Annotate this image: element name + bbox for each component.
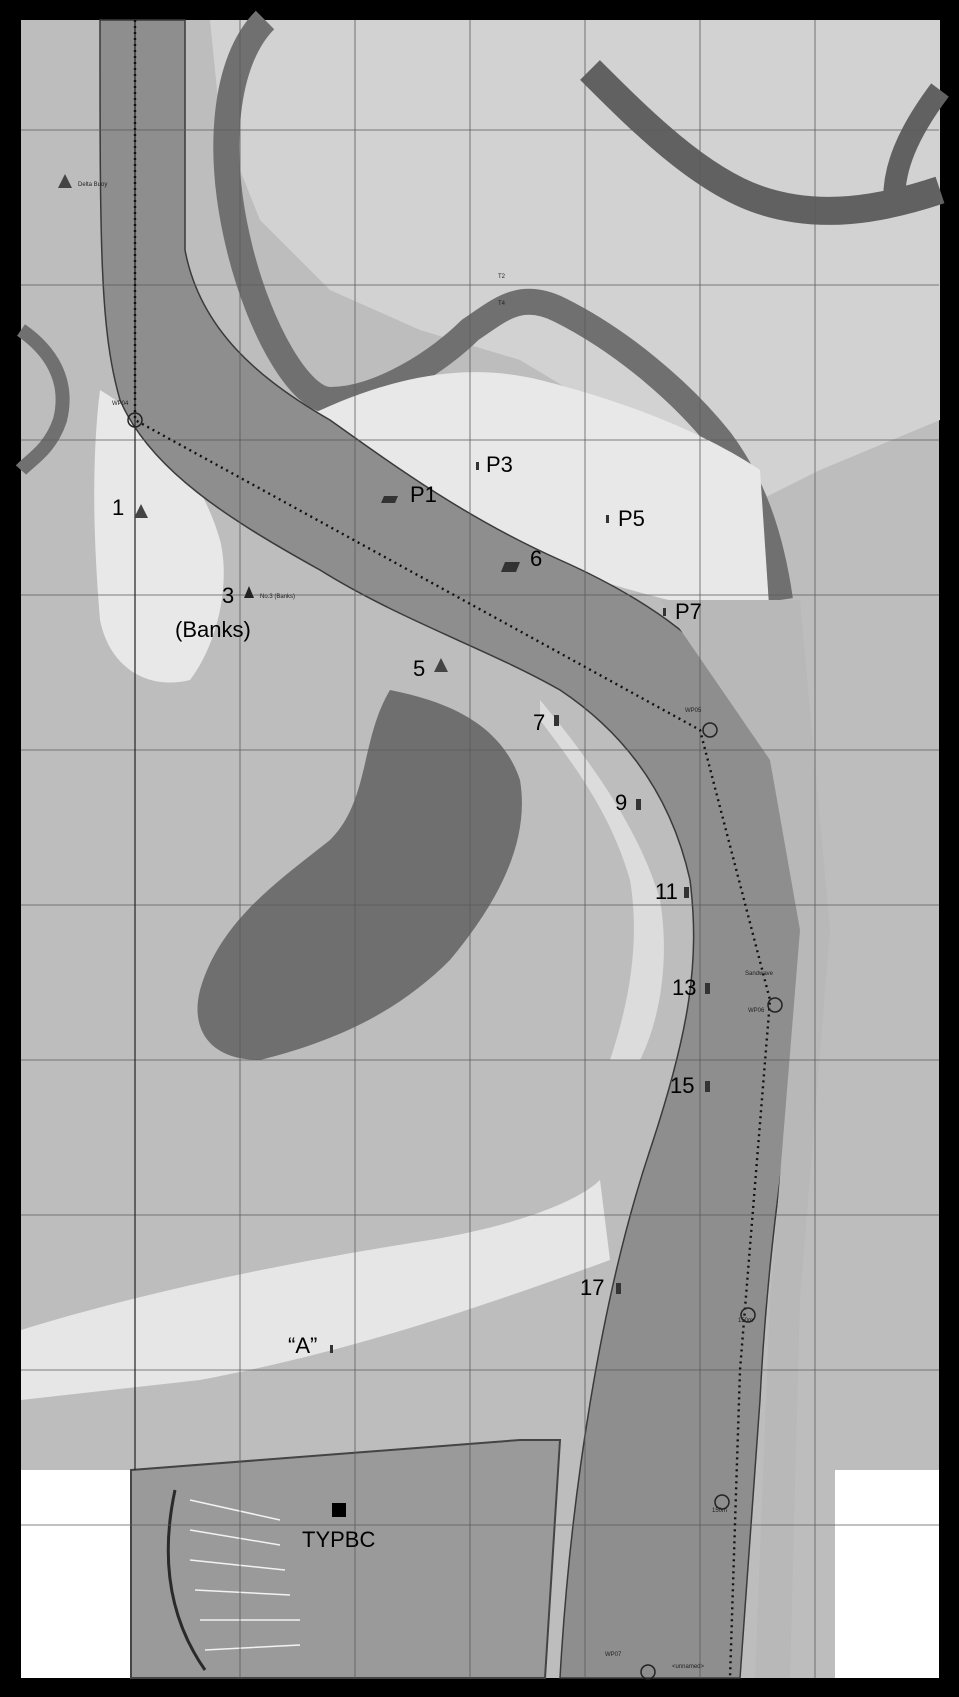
anchorage-label-a: “A”	[288, 1333, 317, 1358]
buoy-label-7: 7	[533, 710, 545, 735]
creek-right-top	[883, 83, 949, 212]
delta-buoy-label: Delta Buoy	[78, 182, 107, 188]
white-inset-right	[835, 1470, 939, 1678]
unnamed-label: <unnamed>	[672, 1664, 705, 1670]
range-label: 150m	[712, 1508, 727, 1514]
waypoint-circle[interactable]	[640, 1664, 656, 1680]
creek-right	[580, 60, 945, 225]
marina-wall	[166, 1489, 207, 1671]
buoy-marker[interactable]	[476, 462, 479, 470]
dotted-route	[133, 20, 772, 1679]
channel-east-wedge	[660, 600, 830, 1678]
buoy-marker[interactable]	[636, 799, 641, 810]
pile-label-p5: P5	[618, 506, 645, 531]
main-channel	[99, 19, 821, 1679]
buoy-marker[interactable]	[554, 715, 559, 726]
pile-marker-icon[interactable]	[501, 562, 520, 572]
pile-label-p3: P3	[486, 452, 513, 477]
buoy-marker[interactable]	[606, 515, 609, 523]
buoy-label-1: 1	[112, 495, 124, 520]
buoy-label-13: 13	[672, 975, 696, 1000]
waypoint-label: WP06	[748, 1008, 765, 1014]
waypoint-circle[interactable]	[702, 722, 718, 738]
sandwave-label: Sandwave	[745, 971, 774, 977]
buoy-marker[interactable]	[705, 1081, 710, 1092]
pile-marker-icon[interactable]	[381, 496, 398, 503]
buoy-marker[interactable]	[684, 887, 689, 898]
sand-strip-east	[540, 700, 664, 1060]
sand-bank-left	[94, 390, 224, 683]
marina-basin	[130, 1439, 562, 1679]
sand-bank-lower	[21, 1180, 610, 1400]
chart-grid	[21, 20, 939, 1678]
waypoint-label: WP05	[685, 708, 702, 714]
t4-label: T4	[498, 301, 506, 307]
upper-land-light	[210, 20, 940, 500]
sand-bank-upper	[300, 372, 770, 620]
bell-buoy-icon[interactable]	[434, 658, 448, 672]
buoy-marker[interactable]	[616, 1283, 621, 1294]
dark-shoal	[197, 690, 522, 1060]
buoy-label-3-name: (Banks)	[175, 617, 251, 642]
white-inset-left	[21, 1470, 131, 1678]
waypoint-circle[interactable]	[127, 412, 143, 428]
waypoint-label: WP07	[605, 1652, 622, 1658]
buoy-label-3: 3	[222, 583, 234, 608]
buoy-label-9: 9	[615, 790, 627, 815]
club-label: TYPBC	[302, 1527, 375, 1552]
bell-buoy-icon[interactable]	[134, 504, 148, 518]
buoy-label-15: 15	[670, 1073, 694, 1098]
buoy-marker[interactable]	[663, 608, 666, 616]
waypoint-circle[interactable]	[767, 997, 783, 1013]
club-marker-icon[interactable]	[332, 1503, 346, 1517]
buoy-label-6: 6	[530, 546, 542, 571]
no3-banks-label: No.3 (Banks)	[260, 594, 295, 600]
buoy-label-11: 11	[655, 879, 678, 904]
pile-label-p1: P1	[410, 482, 437, 507]
marina-pontoons	[189, 1499, 301, 1651]
waypoint-circle[interactable]	[740, 1307, 756, 1323]
creek-left	[15, 324, 70, 475]
pile-label-p7: P7	[675, 599, 702, 624]
bell-buoy-icon[interactable]	[58, 174, 72, 188]
range-label: 150m	[738, 1318, 753, 1324]
waypoint-label: WP04	[112, 401, 129, 407]
buoy-icon[interactable]	[244, 586, 254, 598]
waypoint-circle[interactable]	[714, 1494, 730, 1510]
t2-label: T2	[498, 274, 506, 280]
buoy-marker[interactable]	[330, 1345, 333, 1353]
buoy-label-5: 5	[413, 656, 425, 681]
buoy-marker[interactable]	[705, 983, 710, 994]
buoy-label-17: 17	[580, 1275, 604, 1300]
